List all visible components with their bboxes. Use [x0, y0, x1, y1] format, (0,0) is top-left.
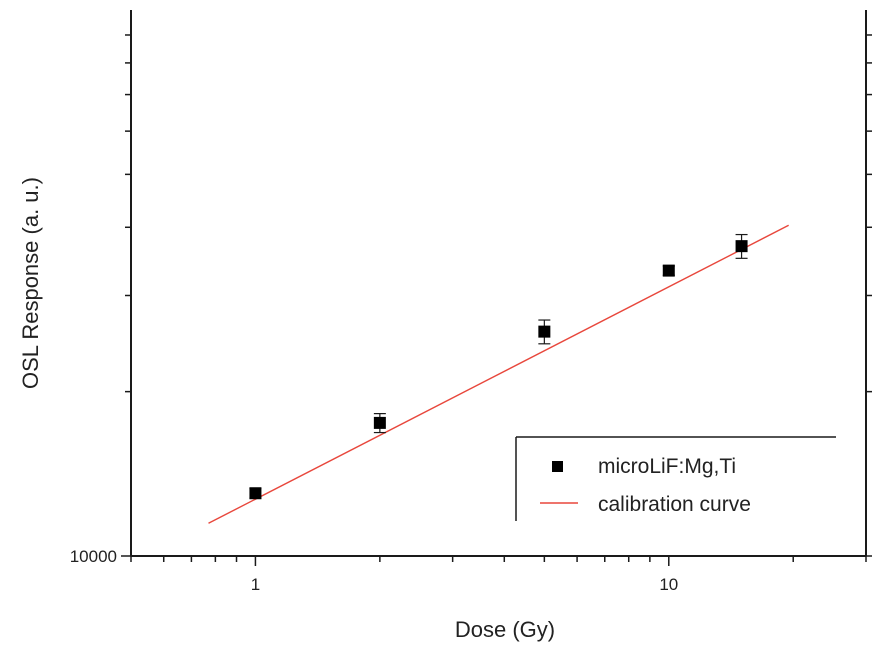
data-point: [538, 325, 551, 338]
legend-marker-square: [552, 461, 563, 472]
data-point: [662, 264, 675, 277]
axis-ticks: [121, 34, 872, 566]
x-axis-title: Dose (Gy): [455, 617, 555, 642]
legend-label-curve: calibration curve: [598, 493, 751, 516]
calibration-curve-line: [208, 224, 789, 524]
legend-label-data: microLiF:Mg,Ti: [598, 455, 736, 478]
data-point: [735, 240, 748, 253]
data-point: [249, 487, 262, 500]
data-point: [373, 416, 386, 429]
y-axis-title: OSL Response (a. u.): [18, 177, 43, 389]
legend: microLiF:Mg,Ti calibration curve: [515, 436, 836, 521]
y-tick-label: 10000: [70, 547, 117, 566]
legend-box: [516, 437, 836, 521]
x-tick-label: 1: [251, 575, 260, 594]
plot-area: [208, 224, 789, 524]
x-tick-label: 10: [659, 575, 678, 594]
tick-labels: 1 10 10000: [70, 547, 679, 594]
